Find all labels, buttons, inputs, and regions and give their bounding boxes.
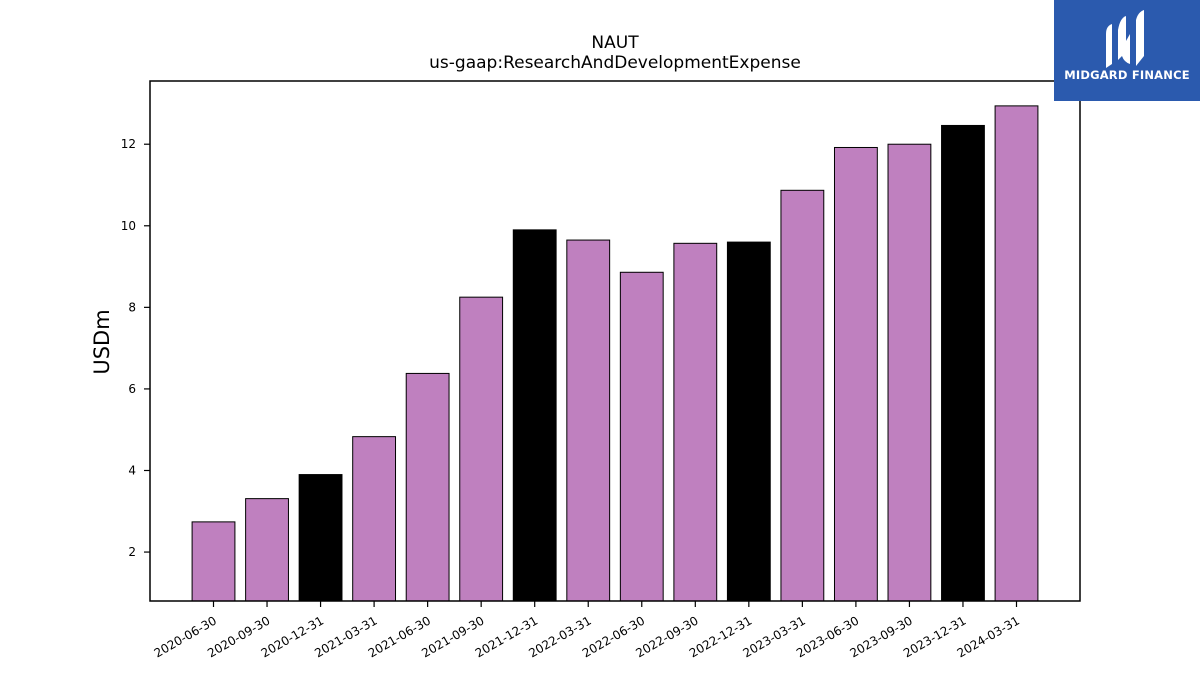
bar-2021-09-30 [459, 296, 504, 602]
bar-2023-09-30 [887, 143, 932, 602]
bar-2020-12-31 [298, 474, 343, 602]
bar-2022-12-31 [726, 241, 771, 602]
bar-2024-03-31 [994, 105, 1039, 602]
bar-2022-03-31 [566, 239, 611, 602]
bar-2023-12-31 [941, 124, 985, 602]
plot-frame [149, 80, 1081, 602]
y-axis-label: USDm [90, 309, 114, 374]
y-tick-label: 2 [128, 545, 136, 559]
bar-2020-09-30 [245, 498, 289, 602]
chart-title: NAUT [591, 33, 639, 53]
bar-2021-06-30 [405, 372, 450, 602]
y-tick-label: 6 [128, 382, 136, 396]
bar-2022-09-30 [673, 242, 718, 602]
chart-subtitle: us-gaap:ResearchAndDevelopmentExpense [429, 53, 801, 73]
bar-2023-06-30 [833, 146, 878, 602]
midgard-finance-logo: MIDGARD FINANCE [1054, 0, 1200, 101]
y-axis-ticks: 2 4 6 8 10 12 [121, 137, 150, 559]
bar-2021-03-31 [352, 436, 397, 602]
bar-2022-06-30 [619, 271, 664, 602]
bars-group [191, 105, 1039, 602]
logo-text: MIDGARD FINANCE [1064, 68, 1190, 82]
y-tick-label: 12 [121, 137, 136, 151]
bar-2023-03-31 [780, 189, 825, 602]
y-tick-label: 10 [121, 219, 136, 233]
y-tick-label: 4 [128, 463, 136, 477]
logo-mark-icon [1106, 10, 1144, 68]
x-axis-ticks: 2020-06-302020-09-302020-12-312021-03-31… [152, 601, 1022, 660]
bar-2020-06-30 [191, 521, 236, 602]
y-tick-label: 8 [128, 300, 136, 314]
bar-2021-12-31 [512, 229, 557, 602]
